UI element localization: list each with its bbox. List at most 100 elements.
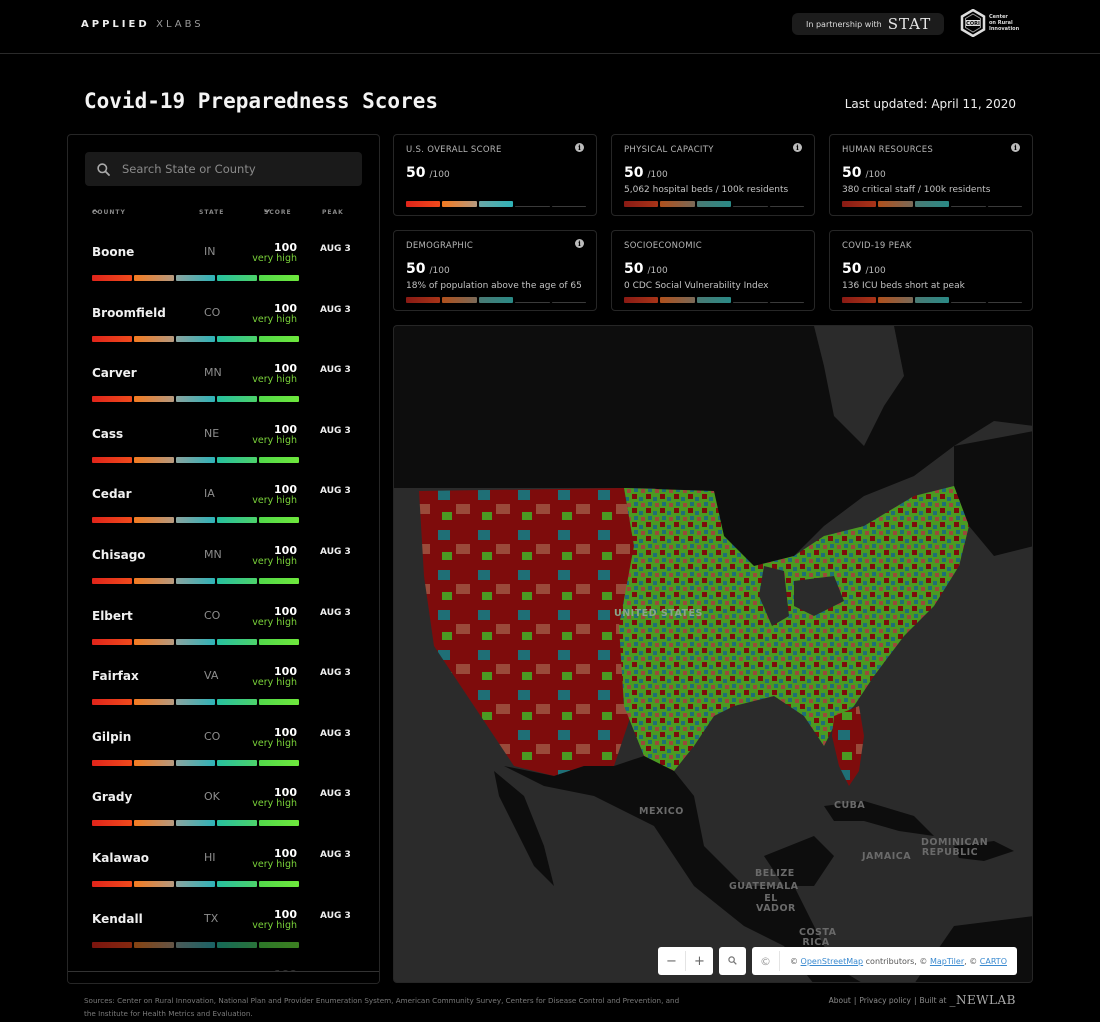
top-bar: APPLIED XLABS In partnership with STAT C…: [0, 0, 1100, 54]
attribution-toggle-icon[interactable]: ©: [760, 954, 771, 968]
metric-value: 50/100: [842, 261, 886, 277]
maptiler-link[interactable]: MapTiler: [929, 956, 965, 966]
score-level: very high: [252, 798, 297, 809]
info-icon[interactable]: i: [575, 239, 584, 248]
state-code: IA: [204, 487, 215, 500]
svg-text:CORI: CORI: [966, 21, 980, 27]
info-icon[interactable]: i: [575, 143, 584, 152]
applied-xlabs-logo[interactable]: APPLIED XLABS: [81, 19, 204, 30]
score-level: very high: [252, 374, 297, 385]
score-bar: [92, 820, 299, 826]
page-title: Covid-19 Preparedness Scores: [84, 89, 439, 113]
score-value: 100: [274, 302, 297, 315]
score-value: 100: [274, 483, 297, 496]
county-name: Broomfield: [92, 306, 166, 320]
score-level: very high: [252, 738, 297, 749]
state-code: IN: [204, 245, 216, 258]
county-name: Cedar: [92, 487, 132, 501]
carto-link[interactable]: CARTO: [979, 956, 1007, 966]
metric-bar: [624, 297, 805, 303]
score-value: 100: [274, 726, 297, 739]
choropleth-map[interactable]: UNITED STATES MEXICO CUBA JAMAICA DOMINI…: [393, 325, 1033, 983]
metric-value: 50/100: [406, 165, 450, 181]
metric-bar: [842, 297, 1023, 303]
metric-bar: [624, 201, 805, 207]
score-level: very high: [252, 617, 297, 628]
map-label-belize: BELIZE: [755, 868, 795, 879]
metric-description: 5,062 hospital beds / 100k residents: [624, 185, 789, 195]
openstreetmap-link[interactable]: OpenStreetMap: [800, 956, 864, 966]
metric-description: 0 CDC Social Vulnerability Index: [624, 281, 769, 291]
table-row[interactable]: Grady OK 100 very high AUG 3: [68, 776, 379, 837]
table-row[interactable]: Boone IN 100 very high AUG 3: [68, 231, 379, 292]
county-name: Cass: [92, 427, 124, 441]
info-icon[interactable]: i: [793, 143, 802, 152]
peak-date: AUG 3: [320, 426, 351, 436]
divider: [685, 951, 686, 971]
table-row[interactable]: Broomfield CO 100 very high AUG 3: [68, 292, 379, 353]
metric-title: PHYSICAL CAPACITY: [624, 145, 714, 155]
metric-card-demographic: DEMOGRAPHIC i 50/100 18% of population a…: [393, 230, 597, 311]
table-row[interactable]: Fairfax VA 100 very high AUG 3: [68, 655, 379, 716]
county-name: Kalawao: [92, 851, 150, 865]
score-bar: [92, 942, 299, 948]
privacy-policy-link[interactable]: Privacy policy: [859, 995, 911, 1005]
peak-date: AUG 3: [320, 244, 351, 254]
state-code: VA: [204, 669, 219, 682]
map-search-button[interactable]: [719, 947, 746, 975]
score-level: very high: [252, 920, 297, 931]
score-bar: [92, 457, 299, 463]
table-row[interactable]: Cass NE 100 very high AUG 3: [68, 413, 379, 474]
about-link[interactable]: About: [828, 995, 851, 1005]
peak-date: AUG 3: [320, 365, 351, 375]
county-name: Kendall: [92, 912, 143, 926]
score-value: 100: [274, 786, 297, 799]
table-row[interactable]: Kendall TX 100 very high AUG 3: [68, 898, 379, 959]
search-input[interactable]: [122, 162, 342, 176]
sources-text: Sources: Center on Rural Innovation, Nat…: [84, 996, 680, 1018]
divider: |: [913, 995, 917, 1005]
cori-logo[interactable]: CORI Center on Rural Innovation: [960, 9, 1019, 37]
map-label-united-states: UNITED STATES: [614, 608, 703, 619]
chevron-down-icon: [264, 209, 270, 213]
table-row[interactable]: Cedar IA 100 very high AUG 3: [68, 473, 379, 534]
zoom-out-button[interactable]: −: [666, 953, 677, 969]
search-box[interactable]: [85, 152, 362, 186]
attribution-text: © OpenStreetMap contributors, © MapTiler…: [790, 956, 1007, 966]
metric-description: 18% of population above the age of 65: [406, 281, 582, 291]
info-icon[interactable]: i: [1011, 143, 1020, 152]
table-row[interactable]: Kalawao HI 100 very high AUG 3: [68, 837, 379, 898]
peak-date: AUG 3: [320, 608, 351, 618]
metric-bar: [406, 297, 587, 303]
map-canvas[interactable]: [394, 326, 1033, 983]
peak-date: AUG 3: [320, 850, 351, 860]
county-name: Grady: [92, 790, 133, 804]
score-bar: [92, 881, 299, 887]
peak-date: AUG 3: [320, 729, 351, 739]
table-row[interactable]: Carver MN 100 very high AUG 3: [68, 352, 379, 413]
footer-links: About | Privacy policy | Built at _NEWLA…: [829, 993, 1016, 1007]
zoom-in-button[interactable]: +: [694, 953, 705, 969]
metric-value: 50/100: [842, 165, 886, 181]
table-row[interactable]: Gilpin CO 100 very high AUG 3: [68, 716, 379, 777]
map-label-jamaica: JAMAICA: [862, 851, 912, 862]
column-score[interactable]: SCORE: [264, 209, 292, 216]
score-value: 100: [274, 665, 297, 678]
score-bar: [92, 760, 299, 766]
map-label-mexico: MEXICO: [639, 806, 684, 817]
score-bar: [92, 578, 299, 584]
table-row[interactable]: Elbert CO 100 very high AUG 3: [68, 595, 379, 656]
partner-label: In partnership with: [806, 19, 882, 29]
metric-value: 50/100: [624, 261, 668, 277]
newlab-logo[interactable]: _NEWLAB: [949, 993, 1016, 1007]
score-level: very high: [252, 314, 297, 325]
divider: |: [853, 995, 857, 1005]
table-row[interactable]: Chisago MN 100 very high AUG 3: [68, 534, 379, 595]
county-name: Gilpin: [92, 730, 132, 744]
metric-card-physical-capacity: PHYSICAL CAPACITY i 50/100 5,062 hospita…: [611, 134, 815, 216]
brand-xlabs: XLABS: [156, 19, 204, 30]
column-county[interactable]: COUNTY: [92, 209, 126, 216]
map-label-dominican-republic: DOMINICAN REPUBLIC: [921, 837, 989, 858]
score-bar: [92, 336, 299, 342]
stat-partnership-badge[interactable]: In partnership with STAT: [792, 13, 944, 35]
